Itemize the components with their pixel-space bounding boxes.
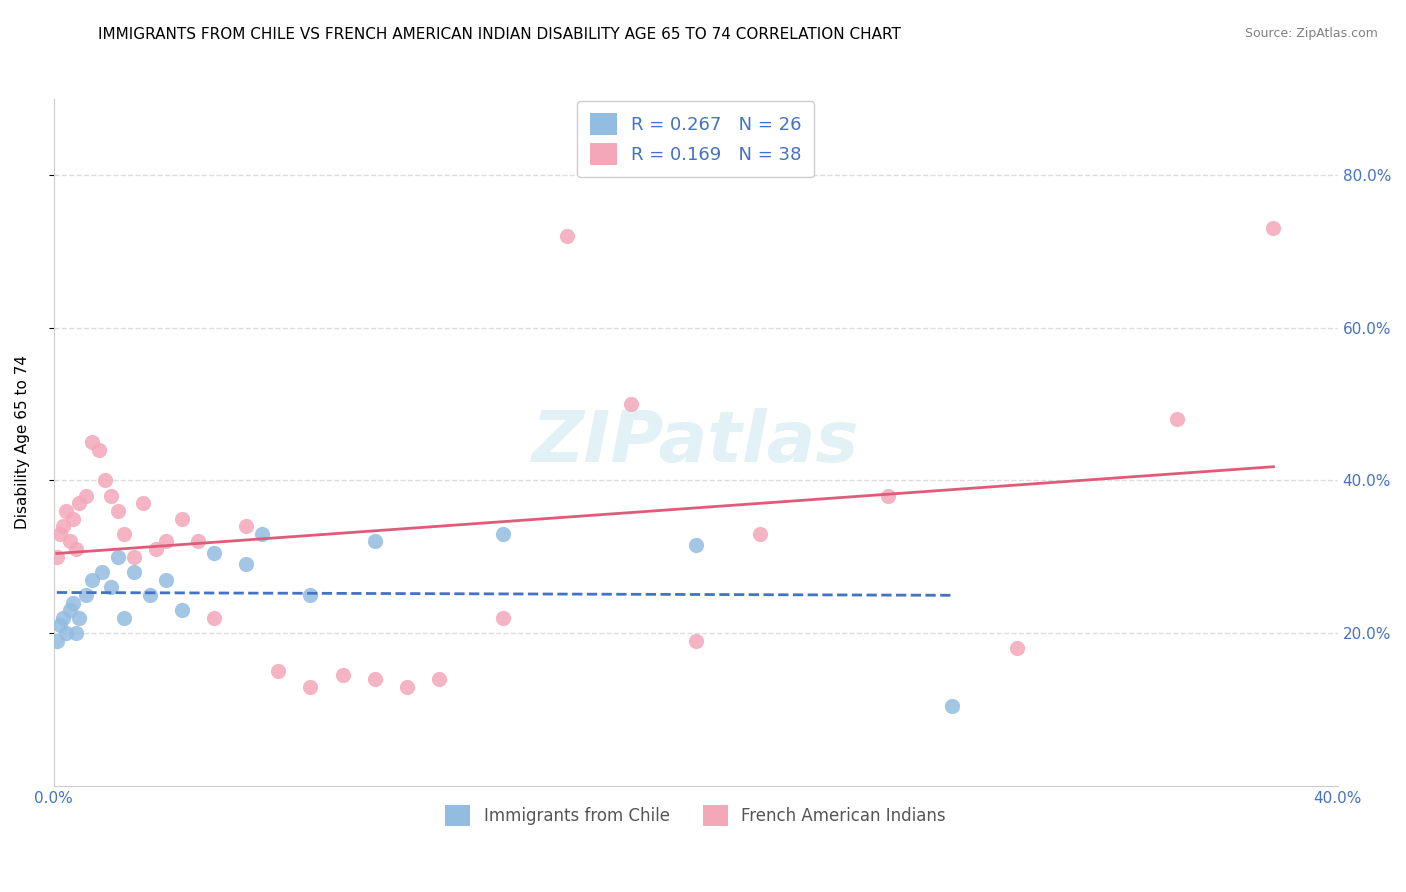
Point [555, 229, 578, 244]
Y-axis label: Disability Age 65 to 74: Disability Age 65 to 74 [15, 355, 30, 529]
Text: ZIPatlas: ZIPatlas [531, 408, 859, 476]
Point [75, 588, 97, 602]
Point [202, 546, 225, 560]
Point [492, 611, 515, 625]
Point [202, 611, 225, 625]
Point [122, 549, 145, 564]
Point [65, 542, 87, 557]
Point [62, 595, 84, 609]
Point [82, 435, 104, 450]
Point [155, 534, 177, 549]
Text: IMMIGRANTS FROM CHILE VS FRENCH AMERICAN INDIAN DISABILITY AGE 65 TO 74 CORRELAT: IMMIGRANTS FROM CHILE VS FRENCH AMERICAN… [98, 27, 901, 42]
Point [112, 526, 135, 541]
Point [55, 504, 77, 518]
Point [235, 519, 257, 533]
Point [107, 549, 129, 564]
Point [145, 542, 167, 557]
Point [685, 633, 707, 648]
Point [170, 603, 193, 617]
Legend: Immigrants from Chile, French American Indians: Immigrants from Chile, French American I… [439, 798, 953, 832]
Point [492, 526, 515, 541]
Point [1166, 412, 1188, 426]
Point [107, 504, 129, 518]
Point [427, 672, 450, 686]
Point [685, 538, 707, 552]
Point [52, 519, 75, 533]
Point [100, 489, 122, 503]
Point [67, 496, 90, 510]
Point [363, 672, 385, 686]
Point [235, 558, 257, 572]
Point [82, 573, 104, 587]
Point [49, 618, 72, 632]
Point [87, 442, 110, 457]
Point [941, 698, 963, 713]
Point [112, 611, 135, 625]
Point [59, 534, 82, 549]
Point [45, 633, 67, 648]
Point [363, 534, 385, 549]
Point [100, 580, 122, 594]
Point [332, 668, 354, 682]
Point [877, 489, 900, 503]
Point [55, 626, 77, 640]
Point [748, 526, 770, 541]
Point [122, 565, 145, 579]
Point [49, 526, 72, 541]
Point [67, 611, 90, 625]
Point [1263, 221, 1285, 235]
Point [52, 611, 75, 625]
Point [187, 534, 209, 549]
Point [94, 473, 117, 487]
Point [65, 626, 87, 640]
Point [59, 603, 82, 617]
Point [267, 665, 290, 679]
Point [620, 397, 643, 411]
Point [62, 511, 84, 525]
Text: Source: ZipAtlas.com: Source: ZipAtlas.com [1244, 27, 1378, 40]
Point [132, 496, 155, 510]
Point [155, 573, 177, 587]
Point [139, 588, 162, 602]
Point [45, 549, 67, 564]
Point [395, 680, 418, 694]
Point [75, 489, 97, 503]
Point [90, 565, 112, 579]
Point [299, 588, 322, 602]
Point [299, 680, 322, 694]
Point [170, 511, 193, 525]
Point [1005, 641, 1028, 656]
Point [252, 526, 274, 541]
